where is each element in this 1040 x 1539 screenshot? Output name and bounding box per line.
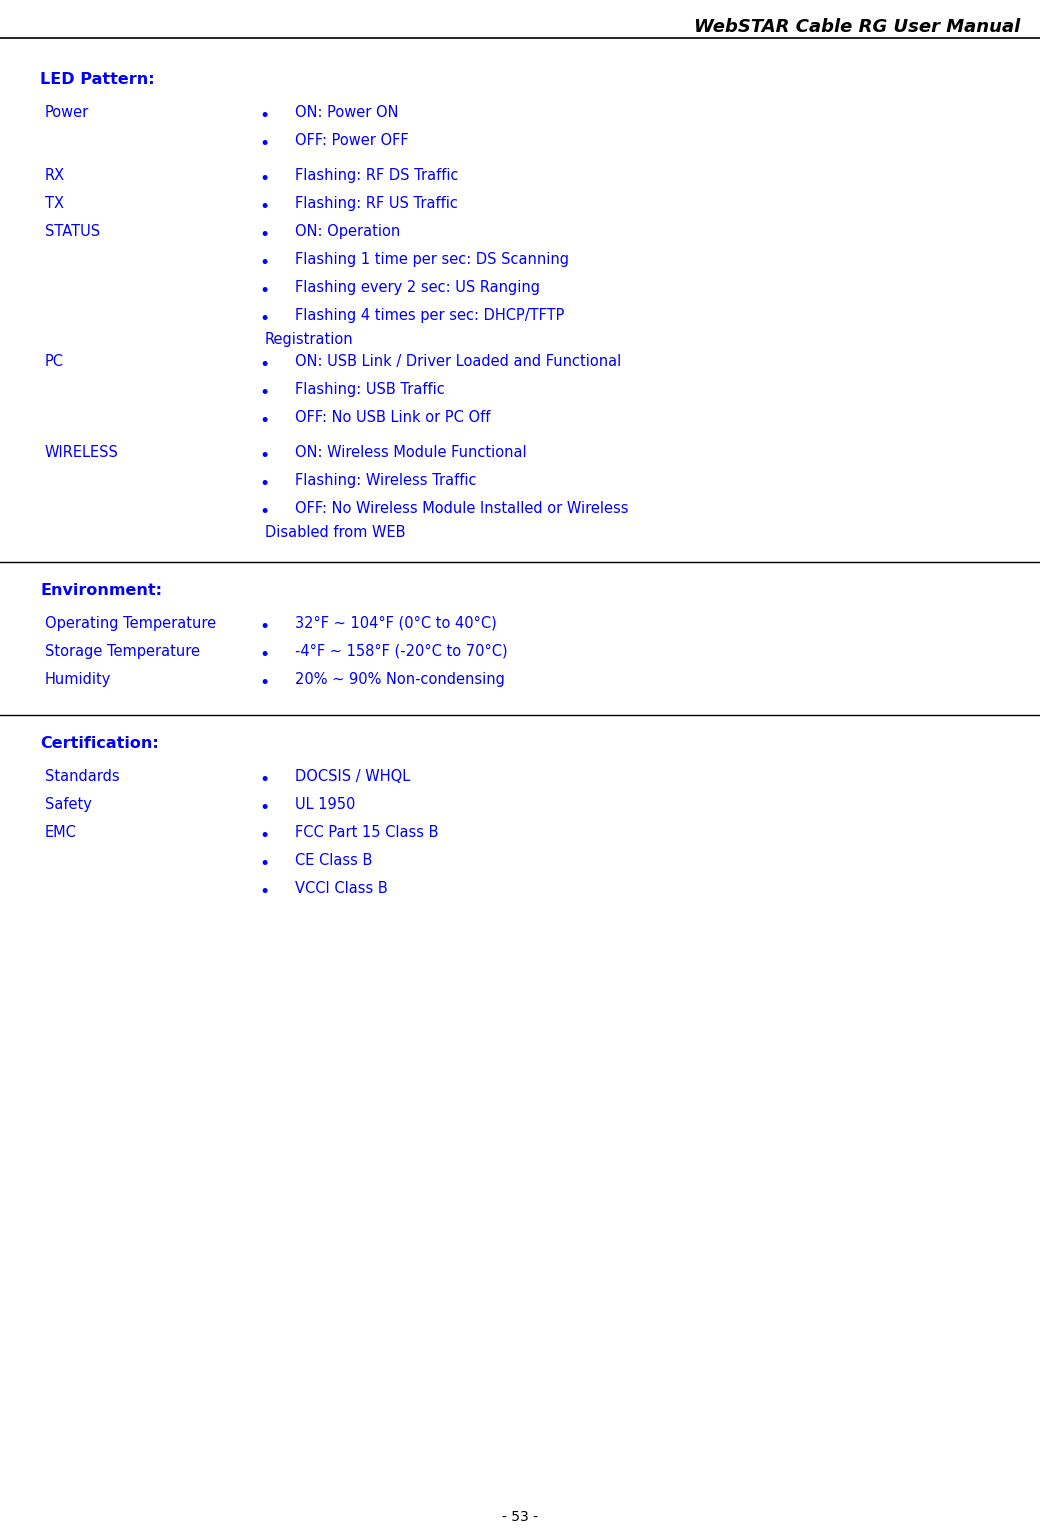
Text: •: • <box>260 385 270 402</box>
Text: TX: TX <box>45 195 64 211</box>
Text: VCCI Class B: VCCI Class B <box>295 880 388 896</box>
Text: •: • <box>260 169 270 188</box>
Text: UL 1950: UL 1950 <box>295 797 356 813</box>
Text: •: • <box>260 135 270 152</box>
Text: 32°F ~ 104°F (0°C to 40°C): 32°F ~ 104°F (0°C to 40°C) <box>295 616 497 631</box>
Text: DOCSIS / WHQL: DOCSIS / WHQL <box>295 770 410 783</box>
Text: Certification:: Certification: <box>40 736 159 751</box>
Text: Disabled from WEB: Disabled from WEB <box>265 525 406 540</box>
Text: OFF: Power OFF: OFF: Power OFF <box>295 132 409 148</box>
Text: •: • <box>260 446 270 465</box>
Text: •: • <box>260 282 270 300</box>
Text: •: • <box>260 254 270 272</box>
Text: RX: RX <box>45 168 66 183</box>
Text: •: • <box>260 856 270 873</box>
Text: •: • <box>260 619 270 636</box>
Text: •: • <box>260 826 270 845</box>
Text: •: • <box>260 108 270 125</box>
Text: Operating Temperature: Operating Temperature <box>45 616 216 631</box>
Text: Humidity: Humidity <box>45 673 111 686</box>
Text: - 53 -: - 53 - <box>502 1510 538 1524</box>
Text: OFF: No USB Link or PC Off: OFF: No USB Link or PC Off <box>295 409 491 425</box>
Text: •: • <box>260 199 270 215</box>
Text: WIRELESS: WIRELESS <box>45 445 119 460</box>
Text: Standards: Standards <box>45 770 120 783</box>
Text: •: • <box>260 674 270 693</box>
Text: •: • <box>260 799 270 817</box>
Text: Flashing: RF US Traffic: Flashing: RF US Traffic <box>295 195 458 211</box>
Text: •: • <box>260 226 270 245</box>
Text: Storage Temperature: Storage Temperature <box>45 643 200 659</box>
Text: ON: Wireless Module Functional: ON: Wireless Module Functional <box>295 445 526 460</box>
Text: Flashing every 2 sec: US Ranging: Flashing every 2 sec: US Ranging <box>295 280 540 295</box>
Text: EMC: EMC <box>45 825 77 840</box>
Text: CE Class B: CE Class B <box>295 853 372 868</box>
Text: Registration: Registration <box>265 332 354 346</box>
Text: PC: PC <box>45 354 64 369</box>
Text: •: • <box>260 356 270 374</box>
Text: Flashing: USB Traffic: Flashing: USB Traffic <box>295 382 445 397</box>
Text: LED Pattern:: LED Pattern: <box>40 72 155 88</box>
Text: •: • <box>260 646 270 663</box>
Text: Flashing 4 times per sec: DHCP/TFTP: Flashing 4 times per sec: DHCP/TFTP <box>295 308 565 323</box>
Text: •: • <box>260 503 270 522</box>
Text: Environment:: Environment: <box>40 583 162 599</box>
Text: Flashing: Wireless Traffic: Flashing: Wireless Traffic <box>295 472 476 488</box>
Text: STATUS: STATUS <box>45 225 100 239</box>
Text: •: • <box>260 771 270 790</box>
Text: Safety: Safety <box>45 797 92 813</box>
Text: FCC Part 15 Class B: FCC Part 15 Class B <box>295 825 439 840</box>
Text: WebSTAR Cable RG User Manual: WebSTAR Cable RG User Manual <box>694 18 1020 35</box>
Text: •: • <box>260 309 270 328</box>
Text: •: • <box>260 476 270 492</box>
Text: Flashing 1 time per sec: DS Scanning: Flashing 1 time per sec: DS Scanning <box>295 252 569 266</box>
Text: ON: Power ON: ON: Power ON <box>295 105 398 120</box>
Text: OFF: No Wireless Module Installed or Wireless: OFF: No Wireless Module Installed or Wir… <box>295 502 628 516</box>
Text: ON: Operation: ON: Operation <box>295 225 400 239</box>
Text: 20% ~ 90% Non-condensing: 20% ~ 90% Non-condensing <box>295 673 504 686</box>
Text: Power: Power <box>45 105 89 120</box>
Text: •: • <box>260 883 270 900</box>
Text: •: • <box>260 412 270 429</box>
Text: -4°F ~ 158°F (-20°C to 70°C): -4°F ~ 158°F (-20°C to 70°C) <box>295 643 508 659</box>
Text: Flashing: RF DS Traffic: Flashing: RF DS Traffic <box>295 168 459 183</box>
Text: ON: USB Link / Driver Loaded and Functional: ON: USB Link / Driver Loaded and Functio… <box>295 354 621 369</box>
